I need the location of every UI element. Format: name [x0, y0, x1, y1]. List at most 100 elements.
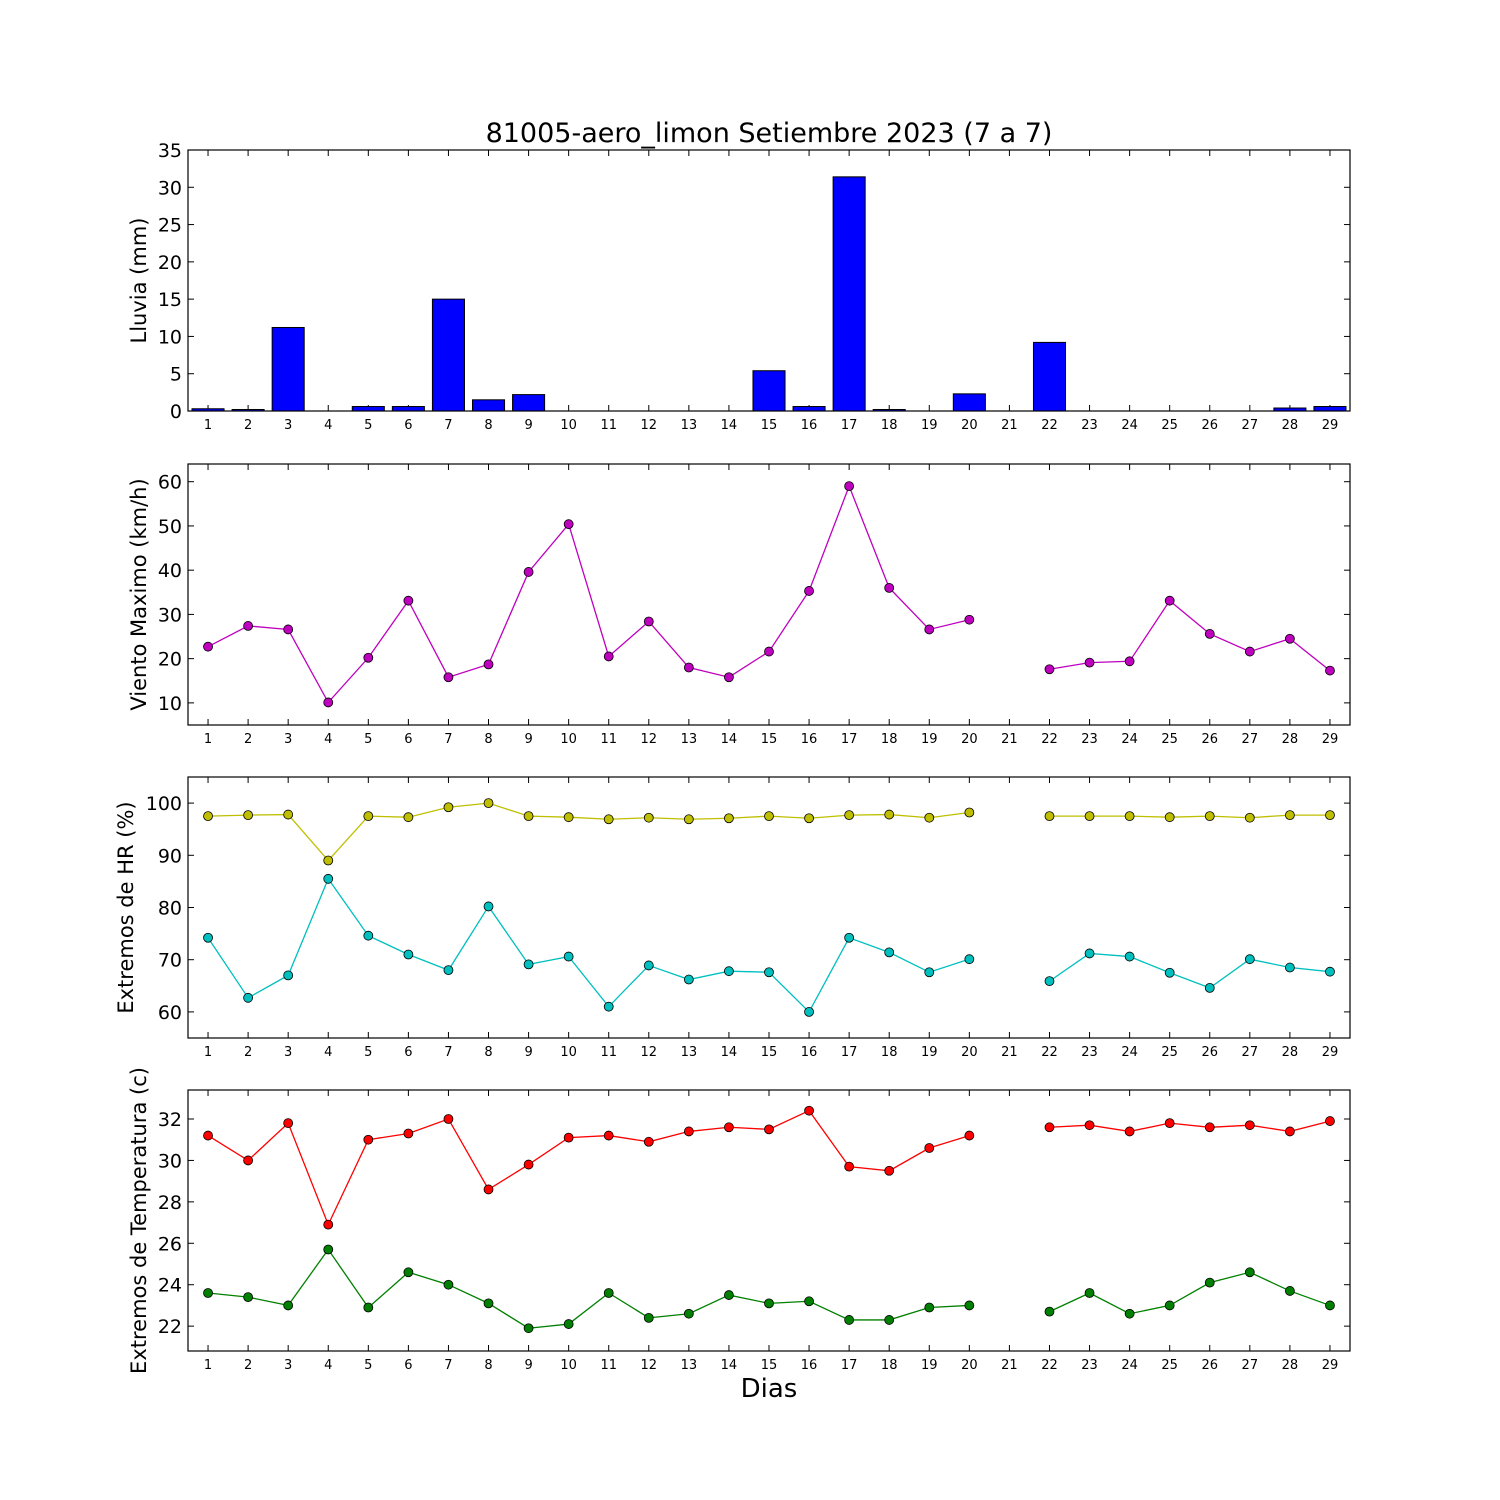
x-tick-label: 29 [1322, 1045, 1339, 1060]
rain-bar [431, 298, 465, 412]
temp-series-1-line [207, 1248, 970, 1329]
temp-series-0-point [203, 1130, 213, 1141]
x-tick-label: 23 [1081, 732, 1098, 747]
y-tick-label: 90 [158, 845, 182, 867]
viento-series-0-point [563, 519, 574, 530]
temp-series-1-point [1044, 1306, 1055, 1317]
hr-series-1-point [1084, 948, 1095, 959]
y-tick-label: 35 [158, 140, 182, 162]
hr-series-1-point [283, 970, 294, 981]
x-tick-label: 27 [1242, 1045, 1259, 1060]
hr-series-1-point [924, 967, 935, 978]
y-tick-label: 20 [158, 649, 182, 671]
rain-bar [512, 394, 546, 412]
x-tick-label: 8 [484, 418, 492, 433]
x-tick-label: 13 [681, 1045, 698, 1060]
temp-series-1-point [483, 1298, 494, 1309]
panel-frame [187, 1089, 1351, 1352]
viento-series-0-point [403, 595, 414, 606]
temp-series-1-point [563, 1319, 574, 1329]
viento-series-0-point [924, 624, 935, 635]
hr-series-1-point [1204, 982, 1215, 993]
y-tick-label: 100 [146, 793, 182, 815]
viento-series-0-point [603, 651, 614, 662]
hr-series-0-point [483, 798, 494, 808]
x-tick-label: 14 [721, 1358, 738, 1373]
x-tick-label: 2 [244, 1358, 252, 1373]
hr-series-1-point [563, 951, 574, 962]
viento-series-0-point [964, 614, 975, 625]
hr-series-0-point [924, 812, 935, 823]
temp-series-1-point [724, 1290, 734, 1300]
temp-series-1-point [523, 1323, 534, 1334]
x-tick-label: 16 [801, 1358, 818, 1373]
y-tick-label: 30 [158, 604, 182, 626]
hr-series-1-point [964, 954, 975, 965]
hr-series-0-point [804, 813, 814, 824]
temp-series-0-point [1325, 1116, 1335, 1126]
rain-bar [351, 406, 385, 412]
temp-series-0-point [443, 1114, 454, 1124]
hr-series-1-line [207, 877, 970, 1013]
temp-series-0-point [1044, 1122, 1055, 1133]
x-tick-label: 23 [1081, 418, 1098, 433]
x-tick-label: 14 [721, 732, 738, 747]
viento-series-0-point [1084, 657, 1095, 668]
temp-series-1-point [1124, 1308, 1135, 1319]
hr-series-0-point [363, 811, 374, 822]
x-tick-label: 7 [444, 732, 452, 747]
temp-series-0-point [1124, 1126, 1135, 1137]
x-tick-label: 14 [721, 1045, 738, 1060]
x-tick-label: 5 [364, 1358, 372, 1373]
x-tick-label: 13 [681, 418, 698, 433]
y-axis-label: Extremos de HR (%) [114, 801, 138, 1013]
x-tick-label: 7 [444, 1358, 452, 1373]
x-tick-label: 17 [841, 1358, 858, 1373]
y-tick-label: 5 [170, 364, 182, 386]
hr-series-1-line [1049, 952, 1331, 989]
hr-series-1-point [1164, 967, 1175, 978]
temp-series-1-point [323, 1244, 334, 1255]
x-tick-label: 29 [1322, 732, 1339, 747]
x-tick-label: 26 [1201, 1358, 1218, 1373]
y-tick-label: 28 [158, 1192, 182, 1214]
x-tick-label: 2 [244, 418, 252, 433]
rain-bar [952, 393, 986, 412]
temp-series-1-point [1325, 1300, 1335, 1311]
x-tick-label: 6 [404, 1045, 412, 1060]
viento-series-0-point [884, 582, 895, 593]
viento-series-0-point [363, 652, 374, 663]
hr-series-0-point [1164, 812, 1175, 823]
hr-series-0-point [1124, 811, 1135, 822]
temp-series-1-point [764, 1298, 774, 1309]
temp-series-1-point [683, 1308, 694, 1319]
panel-frame [187, 776, 1351, 1039]
chart-title: 81005-aero_limon Setiembre 2023 (7 a 7) [486, 118, 1053, 149]
temp-series-1-line [1049, 1271, 1331, 1315]
y-tick-label: 15 [158, 289, 182, 311]
hr-series-0-point [964, 807, 975, 818]
hr-series-0-point [283, 809, 294, 820]
x-tick-label: 25 [1161, 1358, 1178, 1373]
temp-series-1-point [844, 1315, 855, 1325]
x-tick-label: 21 [1001, 1045, 1018, 1060]
hr-series-1-point [523, 959, 534, 970]
x-tick-label: 24 [1121, 732, 1138, 747]
viento-series-0-line [207, 484, 970, 704]
temp-series-1-point [924, 1302, 935, 1313]
x-tick-label: 22 [1041, 1045, 1058, 1060]
hr-series-1-point [1124, 951, 1135, 962]
x-tick-label: 7 [444, 418, 452, 433]
temp-series-0-point [884, 1165, 895, 1176]
x-tick-label: 12 [641, 1358, 658, 1373]
hr-series-1-point [443, 965, 454, 976]
viento-series-0-point [1325, 665, 1335, 676]
y-tick-label: 20 [158, 252, 182, 274]
viento-series-0-point [203, 641, 213, 652]
x-tick-label: 29 [1322, 418, 1339, 433]
x-tick-label: 2 [244, 1045, 252, 1060]
y-tick-label: 50 [158, 516, 182, 538]
x-tick-label: 14 [721, 418, 738, 433]
viento-series-0-point [724, 672, 734, 683]
